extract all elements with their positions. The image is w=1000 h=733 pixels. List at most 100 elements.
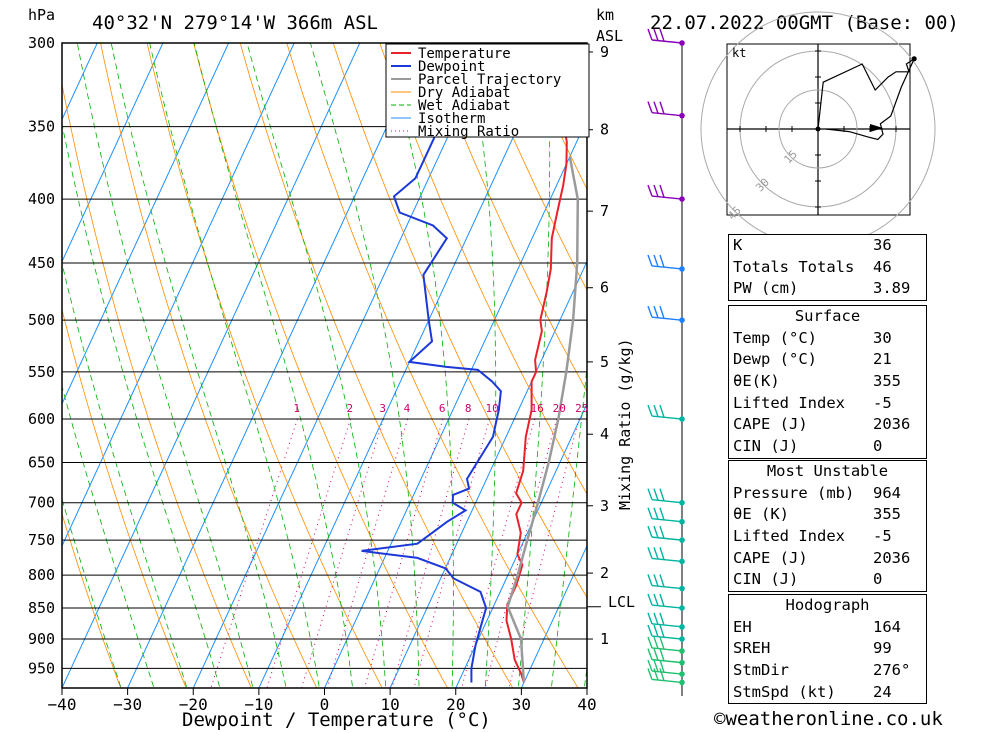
isotherm-line <box>62 43 164 263</box>
wind-barb <box>647 507 683 523</box>
wind-barb <box>647 574 683 590</box>
barb-flag <box>659 184 665 198</box>
barb-shaft <box>651 518 683 523</box>
index-value: 355 <box>873 505 901 524</box>
mixing-ratio-line <box>210 418 298 688</box>
barb-shaft <box>651 39 683 44</box>
wet-adiabat-line <box>193 43 354 688</box>
barb-flag <box>653 648 659 661</box>
legend-temperature: Temperature <box>418 46 511 62</box>
wet-adiabat-line <box>517 43 551 688</box>
dry-adiabat-line <box>62 82 252 688</box>
pressure-tick-label: 400 <box>28 190 55 208</box>
index-value: 3.89 <box>873 279 911 298</box>
barb-flag <box>647 624 653 637</box>
index-value: 0 <box>873 437 883 456</box>
index-row: EH 164 <box>729 617 926 639</box>
isotherm-line <box>62 43 361 688</box>
barb-flag <box>647 254 653 267</box>
index-label: θE (K) <box>733 505 789 524</box>
height-tick-label: 9 <box>600 43 609 61</box>
barb-shaft <box>651 647 683 652</box>
index-label: StmDir <box>733 661 789 680</box>
index-label: CIN (J) <box>733 570 799 589</box>
mixing-ratio-label: 3 <box>379 402 386 415</box>
barb-flag <box>659 488 665 502</box>
barb-flag <box>653 507 659 520</box>
x-tick-label: 10 <box>380 695 399 714</box>
x-tick-label: −30 <box>113 695 142 714</box>
dry-adiabat-line <box>286 43 579 688</box>
x-axis-label: Dewpoint / Temperature (°C) <box>182 709 491 731</box>
wind-barb <box>647 254 683 270</box>
barb-flag <box>659 668 665 681</box>
barb-shaft <box>651 604 683 609</box>
wind-barb <box>647 404 683 420</box>
index-value: 99 <box>873 639 892 658</box>
wet-adiabat-line <box>110 43 287 688</box>
wind-barb <box>647 624 683 640</box>
pressure-unit: hPa <box>28 6 55 24</box>
dry-adiabat-line <box>379 43 587 495</box>
wind-barb <box>647 28 683 44</box>
barb-flag <box>653 404 659 417</box>
wet-adiabat-line <box>62 497 122 688</box>
height-axis: 1 2 3 4 5 6 7 8 9 <box>587 43 609 648</box>
pressure-tick-label: 750 <box>28 531 55 549</box>
barb-shaft <box>651 415 683 420</box>
mixing-ratio-line <box>266 418 351 688</box>
hodograph-start-dot <box>815 126 821 132</box>
wet-adiabat-line <box>62 122 221 688</box>
indices-surface: Surface Temp (°C) 30 Dewp (°C) 21 θE(K) 355… <box>728 305 927 459</box>
mixing-ratio-axis-label: Mixing Ratio (g/kg) <box>616 338 634 510</box>
legend-parcel: Parcel Trajectory <box>418 72 561 88</box>
index-label: EH <box>733 617 752 636</box>
dry-adiabat-line <box>472 43 587 291</box>
barb-flag <box>647 507 653 519</box>
barb-level-dot <box>679 416 685 422</box>
height-tick-label: 2 <box>600 564 609 582</box>
mixing-ratio-line <box>301 418 384 688</box>
series-parcel-trajectory <box>506 156 580 683</box>
copyright-link[interactable]: ©weatheronline.co.uk <box>714 708 943 730</box>
wet-adiabat-line <box>385 43 454 688</box>
storm-motion-arrow <box>870 124 883 132</box>
mixing-ratio-label: 10 <box>486 402 499 415</box>
hodograph-unit: kt <box>732 46 746 60</box>
pressure-tick-label: 350 <box>28 118 55 136</box>
wind-barb <box>647 636 683 652</box>
wind-barb <box>647 525 683 541</box>
index-row: CAPE (J) 2036 <box>729 548 926 570</box>
index-label: Pressure (mb) <box>733 483 855 502</box>
index-label: Lifted Index <box>733 393 845 412</box>
barb-flag <box>659 547 665 560</box>
barb-shaft <box>651 670 683 675</box>
isotherm-line <box>127 43 426 688</box>
barb-flag <box>647 525 653 538</box>
dry-adiabat-line <box>100 43 318 688</box>
barb-level-dot <box>679 317 685 323</box>
wind-barb <box>647 612 683 628</box>
barb-flag <box>653 612 659 625</box>
legend-isotherm: Isotherm <box>418 111 485 127</box>
height-tick-label: 8 <box>600 121 609 139</box>
barb-flag <box>647 648 653 660</box>
barb-flag <box>659 574 665 587</box>
barb-shaft <box>651 195 683 200</box>
barb-flag <box>659 659 665 673</box>
index-value: -5 <box>873 393 892 412</box>
pressure-tick-label: 850 <box>28 599 55 617</box>
barb-flag <box>647 593 653 606</box>
height-tick-label: 5 <box>600 353 609 371</box>
isotherm-line <box>455 402 587 688</box>
barb-flag <box>647 305 653 318</box>
dry-adiabat-line <box>985 43 1000 696</box>
barb-flag <box>647 668 653 680</box>
barb-flag <box>659 636 665 650</box>
barb-flag <box>647 659 653 672</box>
barb-flag <box>653 659 659 672</box>
pressure-tick-label: 900 <box>28 630 55 648</box>
barb-flag <box>647 612 653 625</box>
wind-barb <box>647 547 683 563</box>
